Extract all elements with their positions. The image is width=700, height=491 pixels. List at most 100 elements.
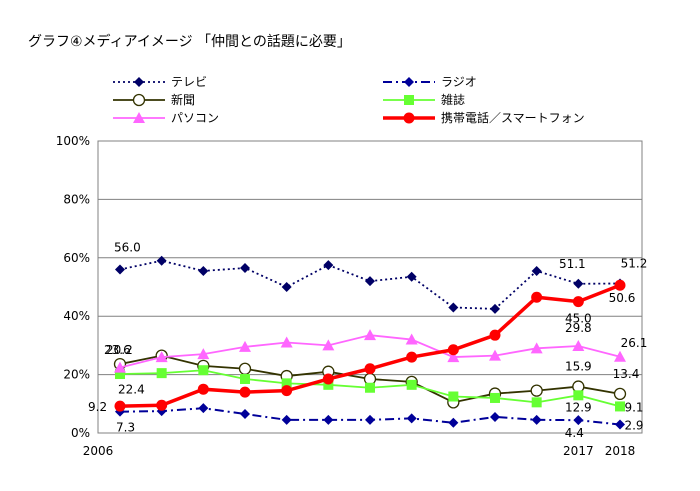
data-label: 22.4 bbox=[118, 383, 145, 397]
point-radio-2017 bbox=[573, 415, 584, 426]
data-label: 56.0 bbox=[114, 240, 141, 254]
x-tick-label: 2018 bbox=[605, 444, 636, 458]
point-pc-2011 bbox=[322, 339, 335, 351]
data-label: 7.3 bbox=[116, 421, 135, 435]
point-radio-2011 bbox=[323, 414, 334, 425]
chart-title: グラフ④メディアイメージ 「仲間との話題に必要」 bbox=[28, 33, 351, 50]
point-radio-2008 bbox=[198, 403, 209, 414]
point-tv-2016 bbox=[531, 265, 542, 276]
point-tv-2007 bbox=[156, 255, 167, 266]
point-mobile-2007 bbox=[156, 399, 168, 411]
point-pc-2016 bbox=[530, 342, 543, 354]
point-magazine-2011 bbox=[323, 379, 334, 390]
legend-label: ラジオ bbox=[441, 75, 477, 89]
point-radio-2016 bbox=[531, 414, 542, 425]
point-newspaper-2016 bbox=[530, 384, 543, 397]
legend-item-magazine: 雑誌 bbox=[383, 92, 465, 107]
point-pc-2012 bbox=[364, 329, 376, 341]
point-pc-2014 bbox=[447, 351, 460, 363]
x-tick-label: 2006 bbox=[83, 444, 114, 458]
point-magazine-2018 bbox=[615, 401, 625, 412]
data-label: 13.4 bbox=[613, 367, 640, 381]
data-label: 9.2 bbox=[88, 400, 107, 414]
point-radio-2018 bbox=[615, 419, 625, 430]
point-mobile-2017 bbox=[572, 296, 584, 308]
point-magazine-2015 bbox=[490, 392, 500, 403]
point-magazine-2013 bbox=[406, 379, 417, 390]
point-magazine-2016 bbox=[531, 397, 542, 408]
point-magazine-2008 bbox=[198, 365, 209, 376]
legend-label: 携帯電話／スマートフォン bbox=[441, 110, 585, 125]
point-mobile-2009 bbox=[239, 386, 251, 398]
point-newspaper-2018 bbox=[613, 387, 627, 401]
point-pc-2009 bbox=[239, 340, 251, 352]
point-newspaper-2009 bbox=[238, 362, 252, 375]
point-magazine-2012 bbox=[365, 382, 375, 393]
point-magazine-2007 bbox=[156, 368, 167, 379]
point-radio-2009 bbox=[240, 409, 250, 420]
legend-swatch-marker bbox=[403, 112, 415, 124]
point-mobile-2011 bbox=[322, 373, 334, 385]
data-label: 12.9 bbox=[565, 400, 592, 414]
point-pc-2010 bbox=[280, 336, 293, 348]
point-tv-2006 bbox=[115, 264, 125, 275]
point-magazine-2010 bbox=[281, 378, 292, 389]
data-label: 26.1 bbox=[621, 336, 648, 350]
point-mobile-2008 bbox=[197, 383, 209, 395]
y-tick-label: 40% bbox=[63, 309, 90, 323]
data-label: 50.6 bbox=[609, 291, 636, 305]
data-label: 9.1 bbox=[624, 400, 643, 414]
point-mobile-2014 bbox=[447, 344, 459, 356]
point-pc-2017 bbox=[572, 339, 585, 351]
point-radio-2015 bbox=[490, 411, 500, 422]
data-label: 15.9 bbox=[565, 360, 592, 374]
y-tick-label: 80% bbox=[63, 192, 90, 206]
point-radio-2014 bbox=[448, 417, 459, 428]
legend-swatch-marker bbox=[404, 77, 414, 87]
series-tv bbox=[115, 255, 625, 314]
point-magazine-2009 bbox=[240, 373, 250, 384]
x-tick-label: 2017 bbox=[563, 444, 594, 458]
point-pc-2008 bbox=[197, 348, 210, 360]
y-tick-label: 20% bbox=[63, 368, 90, 382]
point-radio-2010 bbox=[281, 414, 292, 425]
point-mobile-2012 bbox=[364, 363, 376, 375]
point-tv-2011 bbox=[323, 260, 334, 271]
y-tick-label: 0% bbox=[71, 426, 90, 440]
legend-item-newspaper: 新聞 bbox=[113, 92, 195, 107]
point-radio-2013 bbox=[406, 413, 417, 424]
point-tv-2013 bbox=[406, 271, 417, 282]
point-pc-2015 bbox=[489, 349, 501, 361]
point-tv-2014 bbox=[448, 302, 459, 313]
legend-item-mobile: 携帯電話／スマートフォン bbox=[383, 110, 585, 125]
legend-item-pc: パソコン bbox=[113, 111, 219, 125]
series-pc bbox=[114, 329, 626, 373]
point-mobile-2016 bbox=[531, 291, 543, 303]
data-label: 4.4 bbox=[565, 426, 584, 440]
point-mobile-2006 bbox=[114, 400, 126, 412]
data-label: 23.6 bbox=[104, 343, 131, 357]
point-magazine-2017 bbox=[573, 390, 584, 401]
legend-swatch-marker bbox=[134, 77, 144, 87]
point-tv-2010 bbox=[281, 282, 292, 292]
y-tick-label: 100% bbox=[56, 134, 90, 148]
series-magazine bbox=[115, 365, 625, 412]
point-pc-2007 bbox=[155, 351, 168, 363]
data-label: 45.0 bbox=[565, 312, 592, 326]
data-label: 51.2 bbox=[621, 256, 648, 270]
legend-label: 雑誌 bbox=[441, 92, 465, 107]
legend-label: 新聞 bbox=[171, 92, 195, 107]
legend-swatch-marker bbox=[133, 112, 145, 123]
point-pc-2006 bbox=[114, 361, 126, 373]
y-axis-ticks: 0% 20% 40% 60% 80% 100% bbox=[56, 134, 90, 440]
data-label: 2.9 bbox=[624, 419, 643, 433]
legend-item-tv: テレビ bbox=[113, 75, 207, 89]
y-tick-label: 60% bbox=[63, 251, 90, 265]
legend-swatch-marker bbox=[132, 93, 146, 107]
point-tv-2008 bbox=[198, 265, 209, 276]
point-tv-2012 bbox=[365, 276, 375, 287]
data-label: 20.2 bbox=[106, 343, 133, 357]
